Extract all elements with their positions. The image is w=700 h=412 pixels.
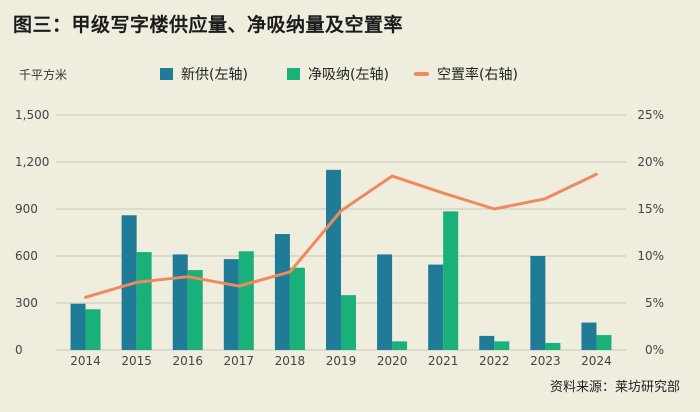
y2-tick-label: 10% — [637, 249, 664, 263]
x-tick-label: 2022 — [479, 354, 510, 368]
x-tick-label: 2017 — [224, 354, 255, 368]
page-title: 图三：甲级写字楼供应量、净吸纳量及空置率 — [13, 14, 404, 36]
x-tick-label: 2021 — [428, 354, 459, 368]
bar-supply — [530, 256, 546, 350]
legend-label-vacancy: 空置率(右轴) — [437, 67, 518, 83]
x-tick-label: 2023 — [530, 354, 561, 368]
legend-swatch-absorption — [287, 68, 300, 80]
y-tick-label: 900 — [15, 202, 38, 216]
bar-supply — [70, 303, 86, 350]
y2-tick-label: 20% — [637, 155, 664, 169]
source-note: 资料来源：莱坊研究部 — [549, 380, 680, 395]
line-vacancy — [84, 172, 598, 299]
bar-absorption — [392, 341, 408, 350]
x-tick-label: 2014 — [70, 354, 101, 368]
legend-swatch-supply — [160, 68, 173, 80]
bar-absorption — [341, 295, 356, 350]
x-tick-label: 2019 — [326, 354, 357, 368]
y2-tick-label: 25% — [637, 108, 664, 122]
legend-item-absorption: 净吸纳(左轴) — [287, 64, 389, 84]
bar-supply — [581, 322, 597, 350]
legend-label-supply: 新供(左轴) — [181, 67, 248, 83]
y-tick-label: 300 — [15, 296, 38, 310]
x-tick-label: 2024 — [581, 354, 612, 368]
legend-label-absorption: 净吸纳(左轴) — [308, 67, 389, 83]
bar-absorption — [289, 267, 305, 350]
bar-supply — [223, 259, 239, 350]
y2-tick-label: 15% — [637, 202, 664, 216]
y-tick-label: 1,200 — [15, 155, 49, 169]
bar-absorption — [136, 252, 152, 350]
bar-absorption — [596, 335, 612, 350]
bar-supply — [326, 169, 341, 350]
bar-supply — [172, 254, 188, 350]
x-tick-label: 2015 — [121, 354, 152, 368]
bar-absorption — [545, 342, 561, 350]
bar-absorption — [238, 251, 254, 350]
y2-tick-label: 5% — [645, 296, 664, 310]
x-tick-label: 2020 — [377, 354, 408, 368]
bar-absorption — [187, 270, 203, 350]
chart-legend: 新供(左轴) 净吸纳(左轴) 空置率(右轴) — [0, 64, 700, 84]
bar-supply — [377, 254, 393, 350]
legend-item-supply: 新供(左轴) — [160, 64, 248, 84]
y-tick-label: 600 — [15, 249, 38, 263]
bar-absorption — [85, 309, 101, 350]
bar-absorption — [443, 211, 459, 350]
x-tick-label: 2018 — [275, 354, 306, 368]
bar-supply — [121, 215, 137, 350]
x-tick-label: 2016 — [172, 354, 203, 368]
bar-supply — [274, 234, 290, 350]
y-tick-label: 0 — [15, 343, 23, 357]
left-axis-unit: 千平方米 — [19, 68, 68, 82]
bar-supply — [479, 335, 495, 350]
legend-item-vacancy: 空置率(右轴) — [414, 64, 518, 84]
y2-tick-label: 0% — [645, 343, 664, 357]
legend-swatch-vacancy — [414, 72, 429, 76]
bar-absorption — [494, 341, 510, 350]
bar-supply — [428, 264, 444, 350]
y-tick-label: 1,500 — [15, 108, 49, 122]
